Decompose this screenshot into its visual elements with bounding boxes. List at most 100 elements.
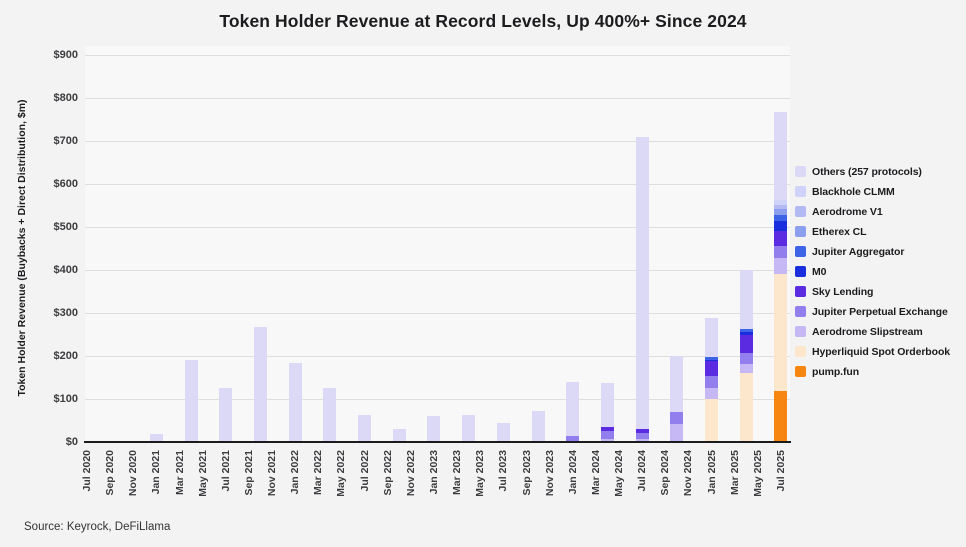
legend-swatch-icon	[795, 366, 806, 377]
gridline	[85, 312, 790, 314]
y-tick-label: $0	[65, 435, 78, 448]
bar-segment-jupiter_agg	[705, 357, 719, 360]
chart-title: Token Holder Revenue at Record Levels, U…	[219, 11, 747, 31]
legend-label: M0	[812, 265, 827, 278]
x-tick-label: Mar 2025	[728, 450, 741, 495]
bar-segment-others	[531, 411, 545, 442]
bar-segment-etherex	[774, 209, 788, 215]
x-tick-label: Nov 2021	[266, 450, 279, 497]
legend-item-others: Others (257 protocols)	[795, 165, 950, 178]
bar-segment-others	[358, 414, 372, 442]
bar-segment-m0	[774, 221, 788, 232]
bar-segment-others	[600, 382, 614, 427]
bar-segment-jupiter_perp	[774, 246, 788, 259]
bar-segment-slipstream	[670, 423, 684, 442]
y-axis-title: Token Holder Revenue (Buybacks + Direct …	[16, 99, 28, 397]
gridline	[85, 98, 790, 100]
y-tick-label: $100	[53, 392, 78, 405]
y-tick-label: $300	[53, 306, 78, 319]
legend-item-jupiter_perp: Jupiter Perpetual Exchange	[795, 306, 950, 318]
bar-segment-others	[149, 434, 163, 442]
bar-segment-m0	[705, 359, 719, 362]
bar-segment-slipstream	[600, 438, 614, 442]
bar-segment-others	[739, 270, 753, 329]
legend-item-etherex: Etherex CL	[795, 225, 950, 238]
legend-swatch-icon	[795, 286, 806, 297]
x-tick-label: Sep 2022	[381, 450, 394, 496]
bar-segment-sky	[739, 334, 753, 353]
legend-swatch-icon	[795, 266, 806, 277]
legend-label: Etherex CL	[812, 225, 867, 238]
legend-swatch-icon	[795, 226, 806, 237]
x-tick-label: Sep 2024	[659, 450, 672, 496]
legend-label: Aerodrome V1	[812, 205, 883, 218]
x-tick-label: May 2023	[474, 450, 487, 497]
legend-item-blackhole: Blackhole CLMM	[795, 186, 950, 198]
bar-segment-others	[705, 318, 719, 358]
x-tick-label: Mar 2024	[589, 450, 602, 495]
bar-segment-slipstream	[635, 438, 649, 442]
legend-swatch-icon	[795, 186, 806, 197]
y-tick-label: $900	[53, 49, 78, 62]
source-note: Source: Keyrock, DeFiLlama	[24, 521, 171, 533]
legend-item-jupiter_agg: Jupiter Aggregator	[795, 246, 950, 258]
bar-segment-others	[496, 422, 510, 442]
bar-segment-pump_fun	[774, 390, 788, 442]
x-tick-label: Nov 2023	[543, 450, 556, 497]
bar-segment-jupiter_perp	[739, 352, 753, 364]
bar-segment-others	[323, 387, 337, 442]
x-tick-label: Mar 2021	[173, 450, 186, 495]
bar-segment-jupiter_perp	[635, 432, 649, 439]
bar-segment-slipstream	[739, 363, 753, 373]
bar-segment-sky	[705, 361, 719, 376]
gridline	[85, 269, 790, 271]
x-tick-label: Nov 2024	[682, 450, 695, 497]
y-tick-label: $500	[53, 221, 78, 233]
x-tick-label: Jan 2024	[566, 450, 579, 495]
legend-label: Aerodrome Slipstream	[812, 325, 923, 338]
x-axis-line	[84, 441, 791, 444]
legend-label: Hyperliquid Spot Orderbook	[812, 345, 950, 358]
x-tick-label: Nov 2022	[404, 450, 417, 497]
bar-segment-hyperliquid	[705, 399, 719, 442]
x-tick-label: Mar 2022	[312, 450, 325, 495]
legend-swatch-icon	[795, 206, 806, 217]
legend-swatch-icon	[795, 326, 806, 337]
x-tick-label: Sep 2020	[104, 450, 117, 496]
bar-segment-jupiter_perp	[705, 375, 719, 388]
gridline	[85, 184, 790, 186]
bar-segment-others	[670, 356, 684, 412]
bar-segment-jupiter_perp	[566, 435, 580, 442]
bar-segment-others	[392, 429, 406, 442]
bar-segment-jupiter_agg	[774, 214, 788, 222]
x-tick-label: Jul 2024	[636, 450, 649, 492]
gridline	[85, 355, 790, 357]
x-tick-label: May 2024	[613, 450, 626, 497]
bar-segment-others	[774, 111, 788, 200]
x-tick-label: Jan 2023	[427, 450, 440, 495]
x-tick-label: Jan 2021	[150, 450, 163, 495]
bar-segment-sky	[600, 426, 614, 431]
bar-segment-others	[219, 387, 233, 442]
legend-swatch-icon	[795, 306, 806, 317]
legend-item-pump_fun: pump.fun	[795, 365, 950, 378]
legend-item-slipstream: Aerodrome Slipstream	[795, 325, 950, 338]
bar-segment-aerodrome_v1	[774, 204, 788, 210]
bar-segment-jupiter_perp	[600, 430, 614, 439]
gridline	[85, 55, 790, 57]
x-tick-label: May 2021	[196, 450, 209, 497]
bar-segment-others	[462, 414, 476, 442]
legend-item-m0: M0	[795, 265, 950, 278]
bar-segment-m0	[739, 332, 753, 335]
bar-segment-others	[184, 359, 198, 442]
bar-segment-others	[635, 137, 649, 430]
legend-label: Sky Lending	[812, 285, 874, 298]
y-tick-label: $800	[53, 92, 78, 105]
bar-segment-blackhole	[774, 199, 788, 205]
x-tick-label: May 2022	[335, 450, 348, 497]
gridline	[85, 398, 790, 400]
x-tick-label: Jul 2025	[774, 450, 787, 492]
legend-label: Others (257 protocols)	[812, 165, 922, 178]
legend-label: pump.fun	[812, 365, 860, 378]
